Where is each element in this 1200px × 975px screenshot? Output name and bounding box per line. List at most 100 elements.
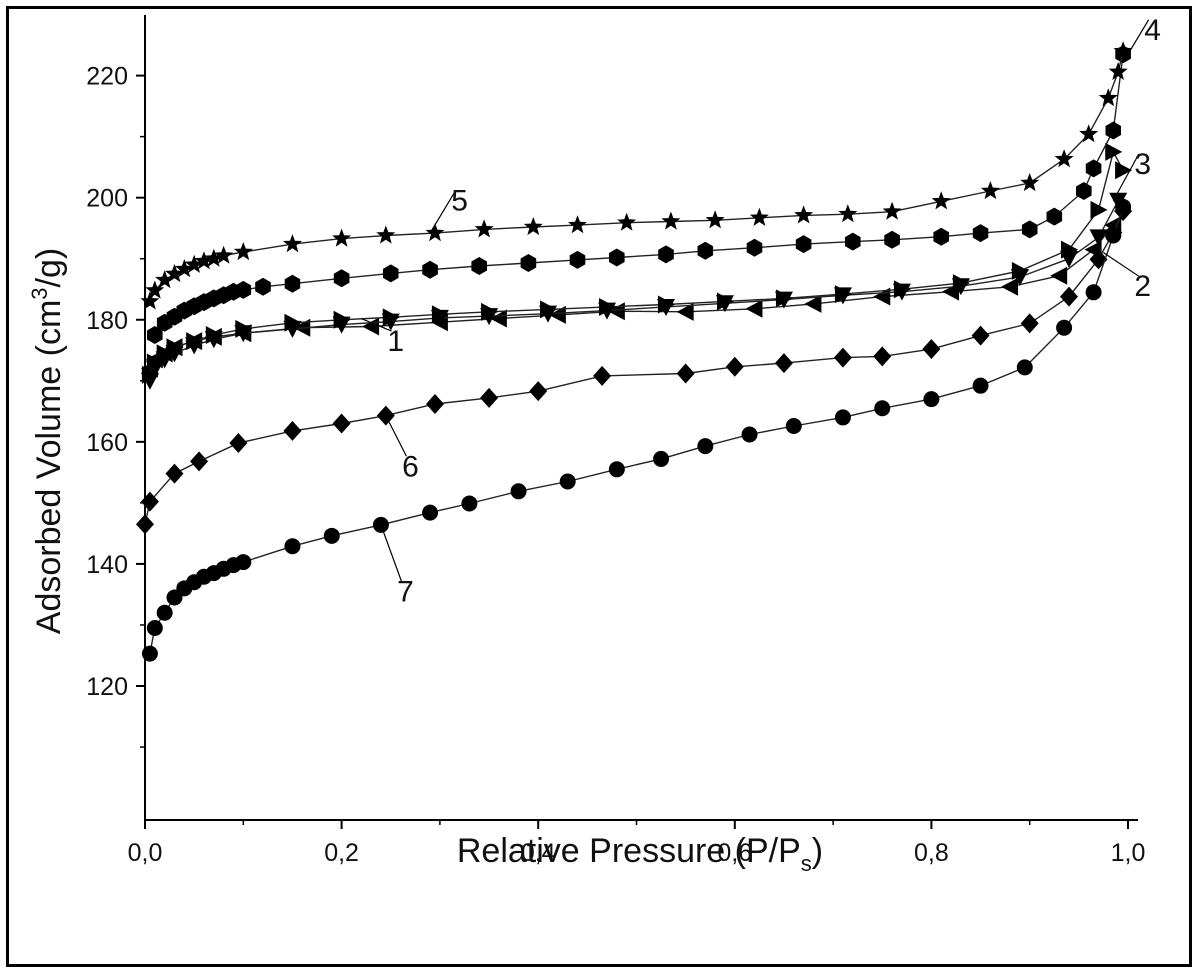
data-point <box>186 332 204 351</box>
data-point <box>489 309 507 328</box>
y-tick-label: 160 <box>86 429 128 457</box>
data-point <box>746 238 763 257</box>
data-point <box>882 201 902 220</box>
x-tick-label: 0,2 <box>324 839 359 867</box>
y-tick-label: 120 <box>86 673 128 701</box>
data-point <box>1108 61 1128 80</box>
data-point <box>383 264 399 283</box>
data-point <box>884 230 900 249</box>
data-point <box>1011 261 1029 280</box>
data-point <box>1115 161 1133 180</box>
data-point <box>653 450 670 467</box>
series-line <box>149 51 1124 302</box>
leader-line <box>361 317 392 332</box>
data-point <box>523 217 543 236</box>
x-tick-label: 0,6 <box>717 839 752 867</box>
data-point <box>1105 121 1121 140</box>
data-point <box>568 215 587 234</box>
data-point <box>1001 277 1019 296</box>
data-point <box>1054 149 1074 168</box>
data-point <box>785 417 802 434</box>
leader-line <box>429 190 457 234</box>
data-point <box>474 219 494 238</box>
data-point <box>146 353 164 372</box>
series-4 <box>147 45 1131 344</box>
data-point <box>156 344 174 363</box>
data-point <box>1090 200 1108 219</box>
data-point <box>716 292 734 311</box>
data-point <box>676 302 694 321</box>
data-point <box>471 257 487 275</box>
data-point <box>141 365 159 384</box>
series-line <box>144 210 1124 525</box>
y-tick-label: 200 <box>86 185 128 213</box>
data-point <box>382 308 400 327</box>
data-point <box>933 227 949 246</box>
data-point <box>1098 88 1118 107</box>
leader-line <box>1103 252 1140 277</box>
data-point <box>749 207 769 226</box>
curve-label-2: 2 <box>1134 270 1151 303</box>
data-point <box>952 274 970 293</box>
curve-label-7: 7 <box>397 575 414 608</box>
data-point <box>235 554 252 571</box>
data-point <box>1020 313 1039 334</box>
data-point <box>1061 240 1079 259</box>
data-point <box>425 393 444 414</box>
data-point <box>233 242 253 261</box>
data-point <box>155 270 175 289</box>
series-3 <box>141 142 1133 384</box>
axes <box>144 15 1138 821</box>
data-point <box>874 400 891 417</box>
data-point <box>140 491 159 512</box>
data-point <box>705 210 725 229</box>
data-point <box>235 280 252 299</box>
data-point <box>376 225 396 244</box>
series-6 <box>136 201 1133 535</box>
data-point <box>510 483 527 500</box>
data-point <box>617 212 637 231</box>
figure-frame <box>6 6 1192 967</box>
data-point <box>599 297 617 316</box>
data-point <box>1085 159 1102 178</box>
y-tick-label: 220 <box>86 63 128 91</box>
data-point <box>1115 198 1132 215</box>
data-point <box>323 527 340 544</box>
data-point <box>609 248 625 267</box>
curve-label-6: 6 <box>402 450 419 483</box>
data-point <box>332 228 352 247</box>
data-point <box>1046 207 1063 226</box>
data-point <box>194 251 214 270</box>
data-point <box>1056 319 1073 336</box>
data-point <box>923 391 940 408</box>
data-point <box>184 254 204 273</box>
x-tick-label: 1,0 <box>1111 839 1146 867</box>
data-point <box>147 326 163 344</box>
data-point <box>697 438 714 455</box>
data-point <box>980 181 1000 200</box>
data-point <box>229 433 248 454</box>
data-point <box>548 305 566 324</box>
data-point <box>1076 182 1092 200</box>
data-point <box>422 260 438 279</box>
x-tick-label: 0,0 <box>128 839 163 867</box>
series-5 <box>140 41 1133 310</box>
data-point <box>333 310 351 329</box>
data-point <box>136 514 154 535</box>
data-point <box>165 463 184 484</box>
data-point <box>140 291 160 310</box>
data-point <box>431 305 449 324</box>
data-point <box>1050 266 1068 285</box>
data-point <box>461 495 478 512</box>
leader-line <box>380 524 403 582</box>
data-point <box>146 620 163 637</box>
curve-label-3: 3 <box>1134 148 1151 181</box>
data-point <box>1020 173 1040 192</box>
data-point <box>794 205 814 224</box>
data-point <box>520 254 537 272</box>
data-point <box>804 294 822 313</box>
data-point <box>745 299 763 318</box>
data-point <box>971 325 990 346</box>
data-point <box>156 604 173 621</box>
